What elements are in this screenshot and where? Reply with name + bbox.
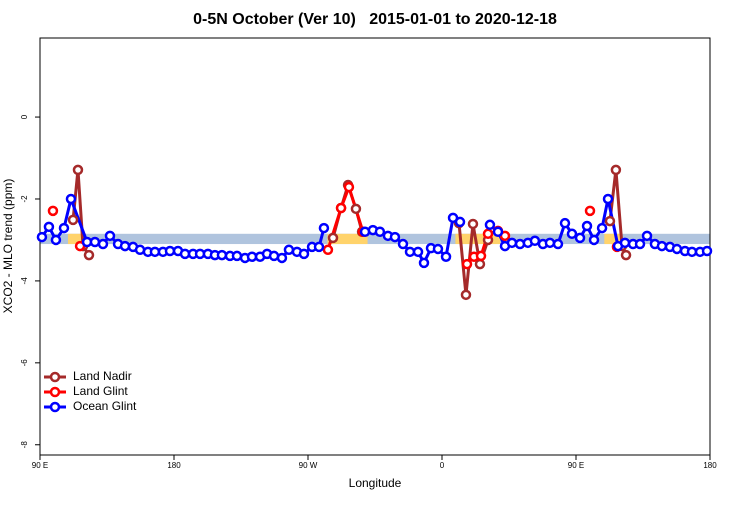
land-band: [455, 233, 501, 245]
data-point: [283, 244, 295, 256]
data-point: [374, 226, 386, 238]
data-point: [216, 249, 228, 261]
data-point: [72, 164, 84, 176]
data-point: [397, 238, 409, 250]
y-tick-label: -8: [20, 441, 29, 449]
data-point: [610, 164, 622, 176]
data-point: [482, 228, 494, 240]
data-point: [559, 217, 571, 229]
data-point: [276, 252, 288, 264]
data-point: [619, 237, 631, 249]
data-point: [474, 258, 486, 270]
reference-band: [40, 233, 710, 245]
x-tick-label: 180: [703, 461, 717, 470]
data-point: [389, 231, 401, 243]
plot-frame: [39, 37, 711, 456]
y-tick-label: -2: [20, 195, 29, 203]
data-point: [454, 216, 466, 228]
data-point: [484, 219, 496, 231]
data-point: [104, 230, 116, 242]
land-band: [604, 233, 623, 245]
data-point: [318, 222, 330, 234]
legend-label: Land Nadir: [73, 369, 132, 383]
data-point: [43, 221, 55, 233]
data-point: [584, 205, 596, 217]
x-tick-label: 90 E: [32, 461, 48, 470]
data-point: [432, 243, 444, 255]
data-point: [574, 232, 586, 244]
data-point: [566, 228, 578, 240]
x-tick-label: 90 E: [568, 461, 584, 470]
y-tick-label: -6: [20, 359, 29, 367]
data-point: [97, 238, 109, 250]
data-point: [440, 251, 452, 262]
data-point: [492, 226, 504, 238]
data-point: [656, 240, 668, 252]
data-point: [620, 249, 632, 261]
data-point: [65, 193, 77, 205]
legend-label: Ocean Glint: [73, 399, 137, 413]
legend-marker: [49, 401, 61, 413]
data-point: [412, 246, 424, 258]
data-point: [552, 238, 564, 250]
data-point: [544, 237, 556, 249]
data-point: [461, 258, 473, 270]
data-point: [36, 231, 48, 243]
data-point: [298, 248, 310, 260]
y-tick-label: -4: [20, 277, 29, 285]
y-axis-label: XCO2 - MLO trend (ppm): [1, 179, 15, 314]
x-tick-label: 0: [440, 461, 445, 470]
data-point: [89, 236, 101, 248]
data-point: [596, 222, 608, 234]
data-point: [119, 240, 131, 252]
data-point: [475, 250, 487, 262]
x-axis-label: Longitude: [349, 476, 402, 490]
data-point: [67, 214, 79, 226]
land-band: [67, 233, 87, 245]
data-point: [343, 181, 355, 193]
y-tick-label: 0: [20, 114, 29, 119]
data-point: [322, 244, 334, 256]
data-point: [335, 202, 347, 214]
data-point: [588, 234, 600, 246]
data-point: [83, 249, 95, 261]
data-point: [231, 250, 243, 262]
legend-marker: [49, 371, 61, 383]
legend-marker: [49, 386, 61, 398]
data-point: [58, 222, 70, 234]
land-band: [327, 233, 368, 245]
data-point: [506, 237, 518, 249]
legend-label: Land Glint: [73, 384, 128, 398]
data-point: [460, 289, 472, 301]
data-point: [641, 230, 653, 242]
data-point: [313, 241, 325, 253]
x-tick-label: 90 W: [299, 461, 318, 470]
data-point: [350, 203, 362, 215]
data-point: [701, 245, 713, 257]
x-tick-label: 180: [167, 461, 181, 470]
chart-title: 0-5N October (Ver 10) 2015-01-01 to 2020…: [193, 11, 557, 28]
data-point: [50, 234, 62, 246]
data-point: [604, 215, 616, 227]
data-point: [418, 257, 430, 269]
data-point: [47, 205, 59, 217]
data-point: [634, 238, 646, 250]
data-point: [529, 235, 541, 247]
data-point: [467, 218, 479, 230]
data-point: [581, 220, 593, 232]
data-point: [327, 232, 339, 244]
data-point: [671, 243, 683, 255]
data-point: [602, 193, 614, 205]
